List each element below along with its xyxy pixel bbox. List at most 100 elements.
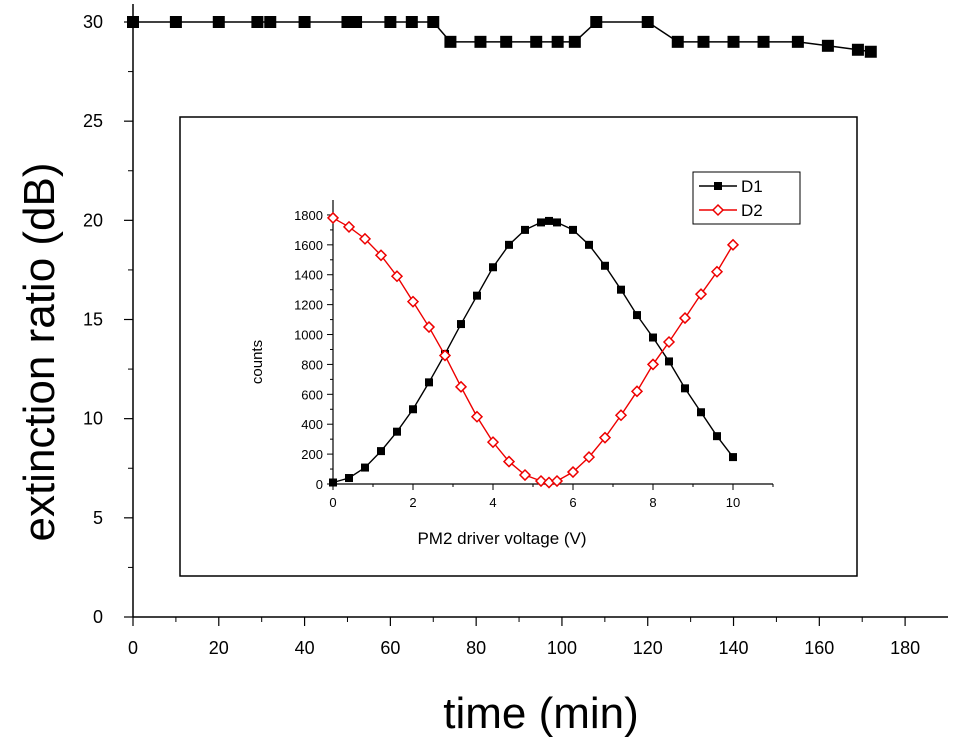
main-x-tick-label: 0 xyxy=(128,638,138,658)
inset-data-point-d1 xyxy=(585,240,593,249)
main-data-point xyxy=(821,39,834,52)
main-data-point xyxy=(551,35,564,48)
inset-data-point-d1 xyxy=(393,427,401,436)
inset-y-tick-label: 200 xyxy=(301,447,323,462)
inset-y-tick-label: 1000 xyxy=(294,328,323,343)
main-y-tick-label: 30 xyxy=(83,12,103,32)
main-x-tick-label: 100 xyxy=(547,638,577,658)
main-data-point xyxy=(298,16,311,28)
inset-data-point-d2 xyxy=(502,455,516,468)
inset-data-point-d2 xyxy=(646,358,660,371)
main-data-point xyxy=(697,35,710,48)
inset-data-point-d2 xyxy=(470,410,484,423)
inset-data-point-d1 xyxy=(545,216,553,225)
inset-y-tick-label: 0 xyxy=(316,477,323,492)
inset-data-point-d2 xyxy=(662,335,676,349)
inset-data-point-d1 xyxy=(361,463,369,472)
main-data-point xyxy=(791,35,804,48)
inset-data-point-d1 xyxy=(329,478,337,487)
main-y-axis-label: extinction ratio (dB) xyxy=(15,162,64,541)
inset-data-point-d2 xyxy=(518,468,532,482)
main-data-point xyxy=(350,16,363,28)
inset-x-tick-label: 10 xyxy=(726,495,740,510)
inset-data-point-d2 xyxy=(358,232,372,245)
inset-data-point-d1 xyxy=(697,408,705,417)
main-data-point xyxy=(641,16,654,28)
main-y-tick-label: 10 xyxy=(83,409,103,429)
main-data-point xyxy=(251,16,264,28)
inset-data-point-d2 xyxy=(374,249,388,262)
main-data-point xyxy=(727,35,740,48)
inset-y-axis-label: counts xyxy=(249,340,266,384)
main-data-point xyxy=(474,35,487,48)
inset-x-tick-label: 0 xyxy=(329,495,336,510)
inset-data-point-d1 xyxy=(649,333,657,342)
inset-data-point-d2 xyxy=(390,270,404,283)
inset-legend-box xyxy=(692,171,801,225)
main-data-point xyxy=(500,35,513,48)
inset-data-point-d2 xyxy=(342,220,356,233)
inset-data-point-d2 xyxy=(486,436,500,449)
main-data-point xyxy=(671,35,684,48)
inset-data-point-d2 xyxy=(422,320,436,334)
main-x-tick-label: 20 xyxy=(209,638,229,658)
main-data-point xyxy=(212,16,225,28)
inset-data-point-d2 xyxy=(550,474,564,488)
inset-data-point-d1 xyxy=(505,240,513,249)
inset-y-tick-label: 400 xyxy=(301,417,323,432)
inset-data-point-d1 xyxy=(457,320,465,329)
inset-data-point-d1 xyxy=(601,261,609,270)
inset-y-tick-label: 600 xyxy=(301,387,323,402)
inset-data-point-d1 xyxy=(473,291,481,300)
inset-data-point-d1 xyxy=(617,285,625,294)
main-y-tick-label: 20 xyxy=(83,210,103,230)
inset-data-point-d2 xyxy=(534,474,548,488)
legend-label-d2: D2 xyxy=(741,201,763,220)
inset-data-point-d1 xyxy=(681,384,689,393)
main-data-point xyxy=(757,35,770,48)
legend-label-d1: D1 xyxy=(741,177,763,196)
inset-data-point-d2 xyxy=(694,288,708,301)
inset-data-point-d2 xyxy=(566,465,580,479)
inset-data-point-d2 xyxy=(454,380,468,393)
inset-data-point-d2 xyxy=(614,409,628,422)
main-data-point xyxy=(568,35,581,48)
main-x-axis-label: time (min) xyxy=(443,689,639,738)
inset-y-tick-label: 1800 xyxy=(294,208,323,223)
inset-data-point-d1 xyxy=(409,405,417,414)
inset-x-tick-label: 2 xyxy=(409,495,416,510)
inset-data-point-d1 xyxy=(569,225,577,234)
main-y-tick-label: 25 xyxy=(83,111,103,131)
main-x-tick-label: 180 xyxy=(890,638,920,658)
main-data-point xyxy=(590,16,603,28)
main-x-tick-label: 60 xyxy=(380,638,400,658)
inset-data-point-d2 xyxy=(438,349,452,362)
inset-data-point-d2 xyxy=(326,211,340,224)
main-data-point xyxy=(864,45,877,58)
main-x-tick-label: 140 xyxy=(719,638,749,658)
inset-data-point-d2 xyxy=(726,238,740,251)
inset-data-point-d1 xyxy=(729,453,737,462)
main-y-tick-label: 15 xyxy=(83,310,103,330)
inset-data-point-d2 xyxy=(406,295,420,308)
inset-x-axis-label: PM2 driver voltage (V) xyxy=(417,529,586,548)
main-data-point xyxy=(851,43,864,56)
main-data-point xyxy=(427,16,440,28)
inset-data-point-d2 xyxy=(582,451,596,464)
inset-data-point-d1 xyxy=(633,311,641,320)
main-data-point xyxy=(127,16,139,28)
main-y-tick-label: 0 xyxy=(93,607,103,627)
main-data-point xyxy=(444,35,457,48)
main-data-point xyxy=(384,16,397,28)
inset-data-point-d2 xyxy=(630,385,644,398)
main-y-tick-label: 5 xyxy=(93,508,103,528)
inset-data-point-d1 xyxy=(377,447,385,456)
inset-data-point-d1 xyxy=(537,218,545,227)
inset-data-point-d1 xyxy=(553,218,561,227)
main-x-tick-label: 80 xyxy=(466,638,486,658)
main-data-point xyxy=(405,16,418,28)
inset-data-point-d1 xyxy=(425,378,433,387)
inset-x-tick-label: 6 xyxy=(569,495,576,510)
legend-marker-d2 xyxy=(711,203,725,217)
